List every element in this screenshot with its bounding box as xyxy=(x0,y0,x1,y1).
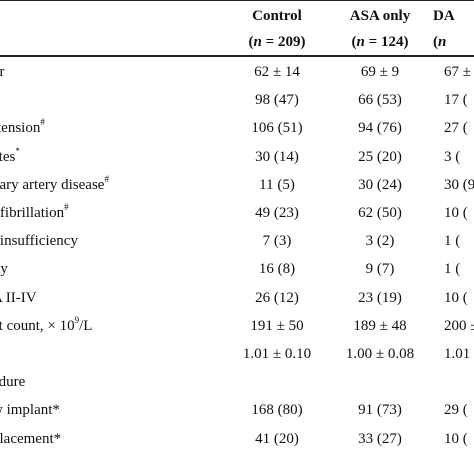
cell-asa-only: 25 (20) xyxy=(358,148,402,165)
n-value: = 124) xyxy=(368,34,409,50)
cell-asa-only: 189 ± 48 xyxy=(353,317,407,334)
cell-da: 27 ( xyxy=(444,120,468,137)
row-label: A II-IV xyxy=(0,284,37,312)
col-header-da: DA xyxy=(433,8,455,24)
n-symbol: n xyxy=(356,34,365,50)
row-label-text: rtension xyxy=(0,120,41,137)
row-label-text: w implant* xyxy=(0,402,60,419)
cell-asa-only: 9 (7) xyxy=(365,261,395,278)
row-label: yr xyxy=(0,58,5,86)
col-n-control: (n = 209) xyxy=(248,34,306,50)
cell-asa-only: 33 (27) xyxy=(358,430,402,447)
cell-control: 1.01 ± 0.10 xyxy=(242,346,312,362)
cell-da: 1 ( xyxy=(444,261,461,278)
row-label: et count, × 109/L xyxy=(0,312,92,340)
table-top-rule xyxy=(0,0,474,1)
table-row: l insufficiency 7 (3) 3 (2) 1 ( xyxy=(0,227,474,255)
row-label: l fibrillation# xyxy=(0,199,69,227)
table-row: et count, × 109/L 191 ± 50 189 ± 48 200 ± xyxy=(0,312,474,340)
row-label-superscript: # xyxy=(64,202,69,212)
cell-da: 1.01 ± xyxy=(444,346,474,362)
cell-asa-only: 1.00 ± 0.08 xyxy=(345,346,415,362)
cell-control: 62 ± 14 xyxy=(254,64,300,80)
cell-control: 168 (80) xyxy=(251,402,303,419)
cell-asa-only: 3 (2) xyxy=(365,233,395,250)
table-row: placement* 41 (20) 33 (27) 10 ( xyxy=(0,425,474,453)
row-label-text: edure xyxy=(0,374,26,391)
row-label-text: l insufficiency xyxy=(0,233,78,250)
table-row: A II-IV 26 (12) 23 (19) 10 ( xyxy=(0,284,474,312)
table-row: l fibrillation#49 (23)62 (50)10 ( xyxy=(0,199,474,227)
cell-control: 11 (5) xyxy=(259,176,295,193)
cell-asa-only: 94 (76) xyxy=(358,120,402,137)
col-n-asa-only: (n = 124) xyxy=(351,34,409,50)
cell-da: 67 ± xyxy=(444,64,471,80)
table-row: ity 16 (8) 9 (7) 1 ( xyxy=(0,255,474,283)
header-row-n: (n = 209) (n = 124) (n xyxy=(0,30,474,54)
cell-da: 17 ( xyxy=(444,92,468,109)
table-row: 1.01 ± 0.10 1.00 ± 0.08 1.01 ± xyxy=(0,340,474,368)
row-label-superscript: * xyxy=(15,145,20,156)
row-label: nary artery disease# xyxy=(0,171,109,199)
header-row-names: Control ASA only DA xyxy=(0,4,474,28)
table-row: edure xyxy=(0,368,474,396)
row-label-text: etes xyxy=(0,148,16,165)
cell-asa-only: 91 (73) xyxy=(358,402,402,419)
row-label-superscript: # xyxy=(40,117,45,128)
row-label-text: A II-IV xyxy=(0,289,37,306)
cell-asa-only: 66 (53) xyxy=(358,92,402,109)
cell-control: 30 (14) xyxy=(255,148,299,165)
row-label-superscript: 9 xyxy=(74,314,80,325)
cell-control: 191 ± 50 xyxy=(250,317,304,334)
row-label-text: placement* xyxy=(0,430,62,447)
cell-control: 7 (3) xyxy=(262,233,292,250)
cell-da: 10 ( xyxy=(444,289,468,306)
cell-asa-only: 69 ± 9 xyxy=(360,64,400,80)
row-label-text: yr xyxy=(0,64,5,80)
row-label-text: l fibrillation xyxy=(0,205,65,221)
row-label-text: et count, × 10 xyxy=(0,317,75,334)
cell-control: 49 (23) xyxy=(255,205,299,221)
table-row: w implant* 168 (80) 91 (73) 29 ( xyxy=(0,396,474,424)
row-label: edure xyxy=(0,368,25,396)
row-label: ity xyxy=(0,255,8,283)
cell-da: 30 (9 xyxy=(444,176,474,193)
col-n-da: (n xyxy=(433,34,447,50)
cell-control: 26 (12) xyxy=(255,289,299,306)
cell-control: 41 (20) xyxy=(255,430,299,447)
cell-da: 3 ( xyxy=(444,148,461,165)
cell-asa-only: 30 (24) xyxy=(358,176,402,193)
cell-asa-only: 23 (19) xyxy=(358,289,402,306)
cell-da: 10 ( xyxy=(444,205,468,221)
table-row: rtension#106 (51)94 (76)27 ( xyxy=(0,114,474,142)
row-label-text: nary artery disease xyxy=(0,176,105,193)
cell-control: 98 (47) xyxy=(255,92,299,109)
row-label: rtension# xyxy=(0,114,45,142)
table-row: etes* 30 (14) 25 (20) 3 ( xyxy=(0,143,474,171)
row-label-text: ity xyxy=(0,261,8,278)
cell-da: 200 ± xyxy=(444,317,474,334)
cell-control: 106 (51) xyxy=(251,120,303,137)
col-header-control: Control xyxy=(252,8,302,24)
table-row: 98 (47) 66 (53) 17 ( xyxy=(0,86,474,114)
cell-asa-only: 62 (50) xyxy=(358,205,402,221)
cell-control: 16 (8) xyxy=(258,261,296,278)
cell-da: 10 ( xyxy=(444,430,468,447)
row-label-suffix: /L xyxy=(79,317,93,334)
table-row: nary artery disease# 11 (5) 30 (24) 30 (9 xyxy=(0,171,474,199)
n-value: = 209) xyxy=(265,34,306,50)
cell-da: 29 ( xyxy=(444,402,468,419)
header-bottom-rule xyxy=(0,55,474,57)
row-label-superscript: # xyxy=(104,173,109,184)
n-symbol: n xyxy=(438,34,447,50)
cell-da: 1 ( xyxy=(444,233,461,250)
row-label: w implant* xyxy=(0,396,60,424)
row-label: l insufficiency xyxy=(0,227,78,255)
col-header-asa-only: ASA only xyxy=(349,8,411,24)
row-label: placement* xyxy=(0,425,61,453)
row-label: etes* xyxy=(0,143,20,171)
n-symbol: n xyxy=(253,34,262,50)
table-row: yr 62 ± 14 69 ± 9 67 ± xyxy=(0,58,474,86)
